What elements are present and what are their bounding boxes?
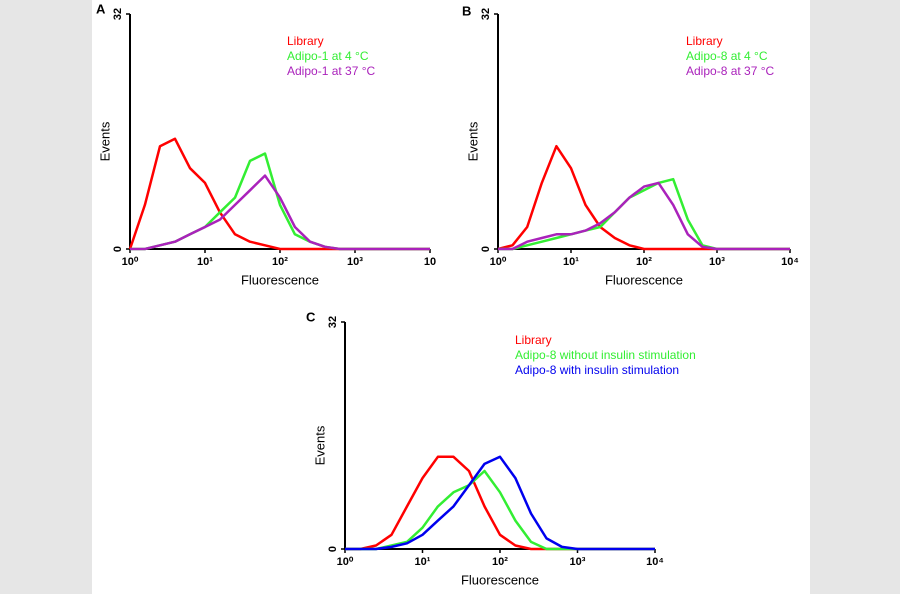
- legend-entry: Adipo-8 at 37 °C: [686, 64, 775, 78]
- x-tick-label: 10²: [492, 556, 508, 568]
- legend-entry: Library: [515, 333, 552, 347]
- x-tick-label: 10³: [709, 256, 725, 268]
- x-tick-label: 10⁴: [646, 556, 664, 568]
- y-axis-label: Events: [312, 425, 327, 465]
- y-tick-label: 32: [327, 316, 339, 328]
- x-tick-label: 10¹: [197, 256, 213, 268]
- histogram-line: [130, 174, 430, 251]
- y-axis-label: Events: [97, 121, 112, 161]
- x-axis-label: Fluorescence: [605, 272, 683, 287]
- histogram-line: [498, 181, 790, 251]
- x-tick-label: 10⁰: [337, 556, 354, 568]
- panel-label: B: [462, 3, 471, 18]
- legend-entry: Adipo-8 with insulin stimulation: [515, 363, 679, 377]
- figure-panel: [92, 0, 810, 594]
- legend-entry: Library: [287, 34, 324, 48]
- panel-label: A: [96, 1, 106, 16]
- x-tick-label: 10²: [636, 256, 652, 268]
- y-tick-label: 0: [480, 246, 492, 252]
- legend-entry: Library: [686, 34, 723, 48]
- x-tick-label: 10⁰: [122, 256, 139, 268]
- y-axis-label: Events: [465, 121, 480, 161]
- y-tick-label: 0: [112, 246, 124, 252]
- y-tick-label: 32: [480, 8, 492, 20]
- x-tick-label: 10: [424, 256, 436, 268]
- legend-entry: Adipo-1 at 4 °C: [287, 49, 369, 63]
- x-tick-label: 10³: [347, 256, 363, 268]
- y-tick-label: 32: [112, 8, 124, 20]
- x-tick-label: 10¹: [415, 556, 431, 568]
- x-tick-label: 10³: [570, 556, 586, 568]
- x-axis-label: Fluorescence: [241, 272, 319, 287]
- legend-entry: Adipo-8 without insulin stimulation: [515, 348, 696, 362]
- x-tick-label: 10⁰: [490, 256, 507, 268]
- x-tick-label: 10¹: [563, 256, 579, 268]
- panel-label: C: [306, 309, 316, 324]
- x-tick-label: 10⁴: [781, 256, 799, 268]
- histogram-line: [345, 455, 655, 551]
- legend-entry: Adipo-8 at 4 °C: [686, 49, 768, 63]
- x-axis-label: Fluorescence: [461, 572, 539, 587]
- y-tick-label: 0: [327, 546, 339, 552]
- legend-entry: Adipo-1 at 37 °C: [287, 64, 376, 78]
- x-tick-label: 10²: [272, 256, 288, 268]
